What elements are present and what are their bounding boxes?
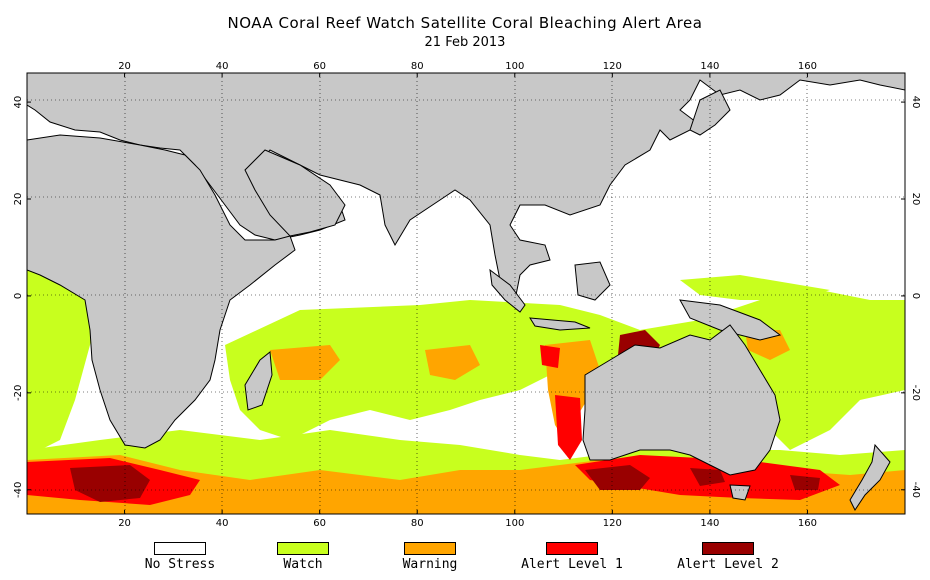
landmass-arabia <box>244 149 346 237</box>
lon-tick-label-top: 40 <box>216 61 229 72</box>
land-masses <box>27 73 905 511</box>
lon-tick-label-top: 160 <box>798 61 817 72</box>
lat-tick-label-left: 0 <box>13 293 24 299</box>
lat-tick-label-left: 20 <box>13 193 24 206</box>
lat-tick-label-right: -20 <box>910 385 921 401</box>
landmass-australia <box>582 324 781 476</box>
legend-swatch <box>546 542 598 555</box>
lon-tick-label-top: 60 <box>313 61 326 72</box>
lon-tick-label-bottom: 120 <box>603 518 622 529</box>
lon-tick-label-top: 140 <box>700 61 719 72</box>
legend-swatch <box>154 542 206 555</box>
axis-ticks: 20 20 40 40 60 60 80 80 100 100 120 120 140 140 160 160… <box>13 61 921 529</box>
landmass-tasmania <box>729 484 751 501</box>
lon-tick-label-top: 20 <box>118 61 131 72</box>
landmass-africa <box>27 134 296 449</box>
lat-tick-label-right: -40 <box>910 482 921 498</box>
landmass-java <box>529 317 591 331</box>
landmass-europe-asia <box>27 73 905 301</box>
legend-item: Watch <box>233 542 373 572</box>
lon-tick-label-bottom: 140 <box>700 518 719 529</box>
lat-tick-label-right: 40 <box>910 96 921 109</box>
landmass-madagascar <box>244 351 273 411</box>
legend-swatch <box>702 542 754 555</box>
lon-tick-label-bottom: 100 <box>505 518 524 529</box>
legend-swatch <box>404 542 456 555</box>
lon-tick-label-bottom: 80 <box>411 518 424 529</box>
legend-item: Alert Level 2 <box>658 542 798 572</box>
legend-item: Alert Level 1 <box>502 542 642 572</box>
legend-label: Watch <box>283 557 323 572</box>
landmass-borneo <box>574 261 611 301</box>
lon-tick-label-bottom: 60 <box>313 518 326 529</box>
legend-item: No Stress <box>110 542 250 572</box>
lat-tick-label-left: -20 <box>13 385 24 401</box>
lon-tick-label-top: 100 <box>505 61 524 72</box>
lon-tick-label-bottom: 40 <box>216 518 229 529</box>
gridlines <box>27 73 905 514</box>
legend-item: Warning <box>360 542 500 572</box>
legend-swatch <box>277 542 329 555</box>
lon-tick-label-top: 80 <box>411 61 424 72</box>
landmass-sumatra <box>489 268 526 313</box>
lon-tick-label-bottom: 20 <box>118 518 131 529</box>
landmass-new-guinea <box>679 299 782 341</box>
lon-tick-label-top: 120 <box>603 61 622 72</box>
legend-label: No Stress <box>144 557 216 572</box>
lat-tick-label-right: 20 <box>910 193 921 206</box>
lon-tick-label-bottom: 160 <box>798 518 817 529</box>
legend-label: Alert Level 2 <box>677 557 779 572</box>
legend-label: Alert Level 1 <box>521 557 623 572</box>
map-title: NOAA Coral Reef Watch Satellite Coral Bl… <box>227 14 703 32</box>
lat-tick-label-left: -40 <box>13 482 24 498</box>
lat-tick-label-right: 0 <box>910 293 921 299</box>
lat-tick-label-left: 40 <box>13 96 24 109</box>
legend-label: Warning <box>402 557 458 572</box>
landmass-japan <box>689 89 731 136</box>
map-frame <box>26 72 906 515</box>
map-date: 21 Feb 2013 <box>424 35 506 50</box>
landmass-new-zealand <box>849 443 891 511</box>
